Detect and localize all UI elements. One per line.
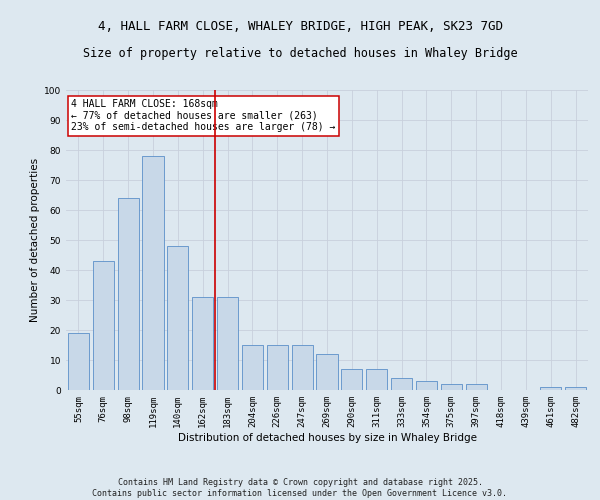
Bar: [118, 198, 139, 390]
Bar: [93, 261, 114, 390]
Bar: [267, 345, 288, 390]
Bar: [292, 345, 313, 390]
Bar: [68, 333, 89, 390]
Bar: [217, 297, 238, 390]
Bar: [366, 369, 387, 390]
Bar: [341, 369, 362, 390]
Bar: [242, 345, 263, 390]
Bar: [565, 387, 586, 390]
Bar: [391, 378, 412, 390]
Bar: [192, 297, 213, 390]
Bar: [540, 387, 561, 390]
Text: Size of property relative to detached houses in Whaley Bridge: Size of property relative to detached ho…: [83, 48, 517, 60]
Text: 4 HALL FARM CLOSE: 168sqm
← 77% of detached houses are smaller (263)
23% of semi: 4 HALL FARM CLOSE: 168sqm ← 77% of detac…: [71, 99, 335, 132]
Bar: [142, 156, 164, 390]
Text: Contains HM Land Registry data © Crown copyright and database right 2025.
Contai: Contains HM Land Registry data © Crown c…: [92, 478, 508, 498]
Bar: [466, 384, 487, 390]
Bar: [167, 246, 188, 390]
Y-axis label: Number of detached properties: Number of detached properties: [30, 158, 40, 322]
Bar: [416, 381, 437, 390]
Bar: [316, 354, 338, 390]
Text: 4, HALL FARM CLOSE, WHALEY BRIDGE, HIGH PEAK, SK23 7GD: 4, HALL FARM CLOSE, WHALEY BRIDGE, HIGH …: [97, 20, 503, 33]
Bar: [441, 384, 462, 390]
X-axis label: Distribution of detached houses by size in Whaley Bridge: Distribution of detached houses by size …: [178, 432, 476, 442]
